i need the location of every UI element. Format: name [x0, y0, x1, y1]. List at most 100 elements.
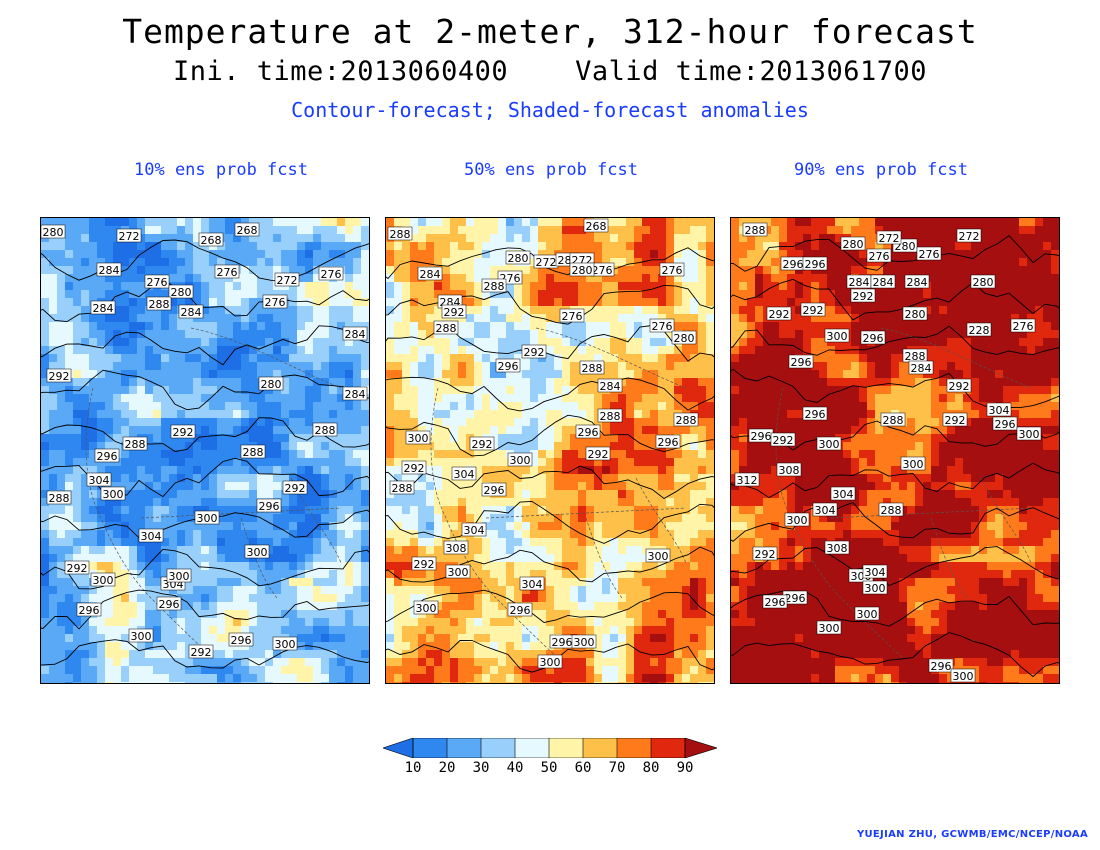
contour-label: 288: [742, 222, 768, 237]
contour-label: 292: [64, 560, 90, 575]
contour-label: 272: [533, 254, 559, 269]
contour-label: 296: [788, 354, 814, 369]
svg-text:288: 288: [243, 446, 264, 459]
contour-label: 276: [262, 294, 288, 309]
contour-label: 300: [824, 328, 850, 343]
contour-label: 300: [537, 654, 563, 669]
contour-label: 292: [946, 378, 972, 393]
contour-label: 280: [505, 250, 531, 265]
contour-label: 300: [405, 430, 431, 445]
svg-text:268: 268: [201, 234, 222, 247]
svg-text:288: 288: [49, 492, 70, 505]
contour-label: 296: [156, 596, 182, 611]
contour-label: 276: [214, 264, 240, 279]
colorbar-bin: [651, 738, 685, 758]
contour-label: 288: [878, 502, 904, 517]
svg-text:300: 300: [103, 488, 124, 501]
contour-label: 276: [916, 246, 942, 261]
contour-label: 300: [128, 628, 154, 643]
contour-label: 280: [902, 306, 928, 321]
colorbar-bin: [583, 738, 617, 758]
contour-label: 288: [46, 490, 72, 505]
figure-caption: Contour-forecast; Shaded-forecast anomal…: [291, 98, 809, 122]
svg-text:296: 296: [231, 634, 252, 647]
contour-label: 284: [96, 262, 122, 277]
svg-text:292: 292: [285, 482, 306, 495]
svg-text:296: 296: [159, 598, 180, 611]
colorbar-tick: 40: [506, 760, 524, 776]
contour-label: 304: [138, 528, 164, 543]
svg-text:276: 276: [217, 266, 238, 279]
contour-label: 268: [583, 218, 609, 233]
contour-label: 272: [876, 230, 902, 245]
colorbar-tick: 90: [676, 760, 694, 776]
contour-label: 292: [942, 412, 968, 427]
contour-label: 300: [784, 512, 810, 527]
contour-label: 296: [507, 602, 533, 617]
svg-text:300: 300: [169, 570, 190, 583]
colorbar-tick: 20: [438, 760, 456, 776]
svg-text:288: 288: [125, 438, 146, 451]
colorbar-bin: [447, 738, 481, 758]
contour-label: 296: [94, 448, 120, 463]
contour-label: 308: [443, 540, 469, 555]
contour-label: 296: [481, 482, 507, 497]
svg-text:288: 288: [315, 424, 336, 437]
contour-label: 288: [880, 412, 906, 427]
contour-label: 296: [782, 590, 808, 605]
contour-label: 296: [495, 358, 521, 373]
contour-label: 304: [461, 522, 487, 537]
colorbar-low-arrow: [383, 738, 413, 758]
figure-subtitle: Ini. time:2013060400 Valid time:20130617…: [173, 56, 927, 87]
colorbar-bin: [617, 738, 651, 758]
contour-label: 284: [870, 274, 896, 289]
svg-text:276: 276: [265, 296, 286, 309]
contour-label: 288: [146, 296, 172, 311]
contour-label: 280: [840, 236, 866, 251]
contour-label: 304: [812, 502, 838, 517]
temperature-contours: [386, 247, 714, 673]
svg-text:292: 292: [173, 426, 194, 439]
contour-label: 280: [569, 262, 595, 277]
contour-label: 296: [762, 594, 788, 609]
contour-label: 304: [862, 564, 888, 579]
svg-text:276: 276: [147, 276, 168, 289]
contour-label: 280: [970, 274, 996, 289]
contour-label: 296: [780, 256, 806, 271]
contour-label: 292: [188, 644, 214, 659]
contour-label: 292: [46, 368, 72, 383]
panel-label-90: 90% ens prob fcst: [794, 160, 968, 180]
figure-title: Temperature at 2-meter, 312-hour forecas…: [122, 12, 978, 51]
svg-text:292: 292: [49, 370, 70, 383]
contour-label: 284: [417, 266, 443, 281]
contour-label: 276: [866, 248, 892, 263]
contour-label: 288: [387, 226, 413, 241]
contour-label: 292: [282, 480, 308, 495]
panel-label-50: 50% ens prob fcst: [464, 160, 638, 180]
svg-text:288: 288: [149, 298, 170, 311]
contour-label: 308: [776, 462, 802, 477]
colorbar-tick: 10: [404, 760, 422, 776]
contour-label: 292: [850, 288, 876, 303]
contour-label: 300: [100, 486, 126, 501]
contour-label: 300: [862, 580, 888, 595]
colorbar-tick: 70: [608, 760, 626, 776]
contour-label: 296: [992, 416, 1018, 431]
contour-label: 296: [256, 498, 282, 513]
contour-label: 280: [41, 224, 66, 239]
contour-label: 228: [966, 322, 992, 337]
svg-text:284: 284: [99, 264, 120, 277]
contour-label: 292: [411, 556, 437, 571]
map-panel-90: 288 296 296 280 276 280 272 276 272 284 284 292 280 2…: [730, 217, 1060, 684]
contour-label: 272: [116, 228, 142, 243]
contour-label: 300: [90, 572, 116, 587]
contour-label: 288: [433, 320, 459, 335]
colorbar-bin: [481, 738, 515, 758]
author-credit: YUEJIAN ZHU, GCWMB/EMC/NCEP/NOAA: [856, 829, 1088, 840]
contour-label: 284: [342, 326, 368, 341]
contour-label: 284: [342, 386, 368, 401]
contour-label: 296: [575, 424, 601, 439]
